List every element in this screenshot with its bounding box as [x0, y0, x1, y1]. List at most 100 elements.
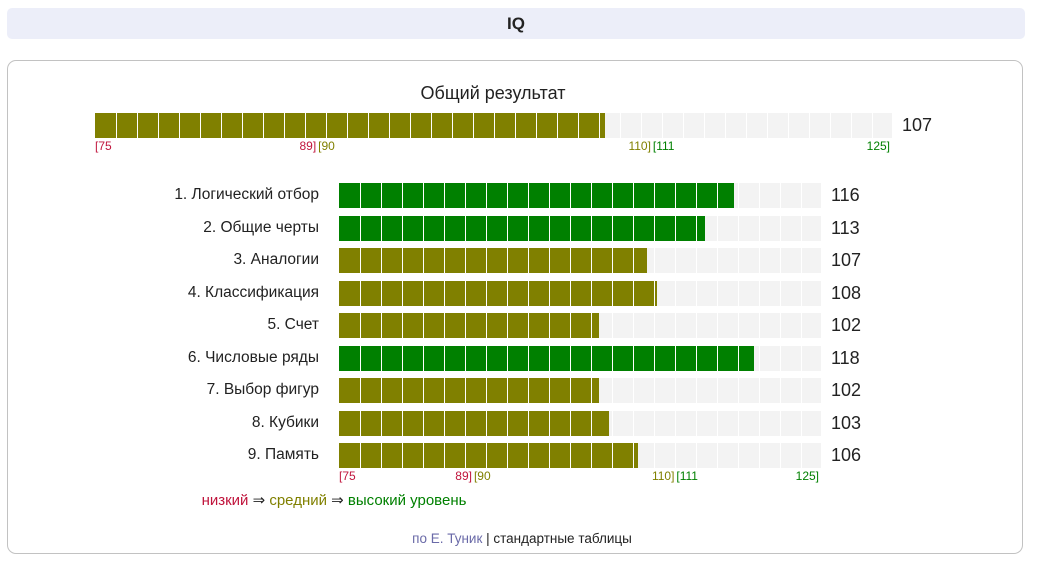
subtest-bar-track	[339, 280, 821, 306]
subtest-bar-fill	[339, 313, 600, 338]
subtest-bar-gridline	[570, 313, 571, 338]
overall-axis-tick-label: [75	[95, 139, 112, 153]
overall-bar-gridline	[830, 113, 831, 138]
subtest-bar-gridline	[360, 313, 361, 338]
overall-bar-gridline	[494, 113, 495, 138]
subtest-bar-gridline	[738, 378, 739, 403]
subtest-axis-tick-label: [75	[339, 469, 356, 483]
subtest-bar-fill	[339, 410, 609, 436]
overall-axis-tick-label: 89]	[299, 139, 317, 153]
subtest-bar-gridline	[738, 280, 739, 306]
subtest-bar-gridline	[360, 183, 361, 208]
subtest-bar-gridline	[423, 378, 424, 403]
subtest-bar-gridline	[423, 280, 424, 306]
results-card: Общий результат 107 [75 89] [90 110] [111 125]…	[7, 60, 1023, 554]
subtest-bar-gridline	[423, 345, 424, 371]
subtest-bar-gridline	[633, 280, 634, 306]
subtest-bar-gridline	[549, 410, 550, 436]
subtest-bar-gridline	[528, 215, 529, 241]
subtest-bar-gridline	[507, 215, 508, 241]
subtest-bar-gridline	[612, 410, 613, 436]
overall-bar-gridline	[725, 113, 726, 138]
subtest-bar-gridline	[675, 313, 676, 338]
subtest-bar-track	[339, 410, 821, 436]
subtest-bar-gridline	[591, 183, 592, 208]
subtest-bar-gridline	[612, 248, 613, 273]
subtest-bar-gridline	[696, 378, 697, 403]
subtest-bar-gridline	[423, 313, 424, 338]
subtest-bar-gridline	[507, 313, 508, 338]
subtest-bar-gridline	[675, 248, 676, 273]
subtest-bar-gridline	[528, 378, 529, 403]
subtest-bar-track	[339, 215, 821, 241]
subtest-bar-gridline	[570, 378, 571, 403]
overall-bar-track	[95, 113, 892, 138]
subtest-bar-gridline	[717, 280, 718, 306]
subtest-bar-gridline	[486, 280, 487, 306]
subtest-bar-gridline	[612, 345, 613, 371]
subtest-bar-gridline	[696, 248, 697, 273]
overall-bar-gridline	[515, 113, 516, 138]
subtest-bar-gridline	[465, 280, 466, 306]
subtest-bar-gridline	[780, 378, 781, 403]
subtest-bar-gridline	[654, 313, 655, 338]
subtest-bar-gridline	[696, 183, 697, 208]
subtest-bar-track	[339, 313, 821, 338]
subtest-label: 9. Память	[247, 446, 319, 463]
subtest-bar-gridline	[612, 215, 613, 241]
subtest-bar-gridline	[549, 248, 550, 273]
subtest-bar-gridline	[507, 378, 508, 403]
subtest-bar-gridline	[402, 443, 403, 468]
subtest-bar-gridline	[486, 248, 487, 273]
subtest-bar-gridline	[444, 345, 445, 371]
overall-bar-gridline	[200, 113, 201, 138]
subtest-bar-gridline	[696, 345, 697, 371]
subtest-bar-gridline	[759, 183, 760, 208]
subtest-bar-gridline	[570, 248, 571, 273]
subtest-bar-gridline	[780, 280, 781, 306]
legend-low: низкий	[201, 492, 249, 509]
subtest-bar-gridline	[381, 248, 382, 273]
subtest-bar-gridline	[528, 345, 529, 371]
subtest-bar-gridline	[360, 410, 361, 436]
subtest-bar-gridline	[591, 378, 592, 403]
subtest-bar-gridline	[549, 313, 550, 338]
subtest-score: 113	[831, 217, 860, 238]
overall-bar-gridline	[536, 113, 537, 138]
subtest-bar-gridline	[360, 378, 361, 403]
subtest-bar-gridline	[780, 345, 781, 371]
subtest-bar-gridline	[507, 183, 508, 208]
subtest-bar-gridline	[528, 443, 529, 468]
subtest-bar-gridline	[549, 345, 550, 371]
subtest-bar-gridline	[717, 410, 718, 436]
subtest-bar-gridline	[696, 280, 697, 306]
subtest-bar-gridline	[507, 410, 508, 436]
overall-bar-gridline	[641, 113, 642, 138]
subtest-bar-gridline	[780, 215, 781, 241]
subtest-bar-gridline	[780, 313, 781, 338]
subtest-bar-gridline	[486, 443, 487, 468]
overall-score: 107	[902, 115, 933, 135]
subtest-bar-gridline	[738, 183, 739, 208]
subtest-bar-gridline	[402, 248, 403, 273]
subtest-score: 118	[831, 347, 860, 368]
subtest-axis-tick-label: 125]	[795, 469, 819, 483]
overall-bar-gridline	[284, 113, 285, 138]
subtest-bar-gridline	[633, 378, 634, 403]
subtest-bar-gridline	[759, 280, 760, 306]
subtest-bar-gridline	[360, 280, 361, 306]
subtest-bar-gridline	[696, 313, 697, 338]
subtest-bar-gridline	[381, 313, 382, 338]
overall-bar-gridline	[452, 113, 453, 138]
subtest-bar-gridline	[801, 378, 802, 403]
subtest-score: 102	[831, 315, 862, 335]
subtest-bar-gridline	[549, 443, 550, 468]
subtest-bar-gridline	[633, 345, 634, 371]
subtest-bar-gridline	[570, 410, 571, 436]
overall-bar-gridline	[788, 113, 789, 138]
subtest-bar-gridline	[759, 410, 760, 436]
subtest-bar-gridline	[759, 378, 760, 403]
subtest-bar-fill	[339, 215, 706, 241]
subtest-bar-gridline	[444, 280, 445, 306]
subtest-bar-gridline	[780, 248, 781, 273]
